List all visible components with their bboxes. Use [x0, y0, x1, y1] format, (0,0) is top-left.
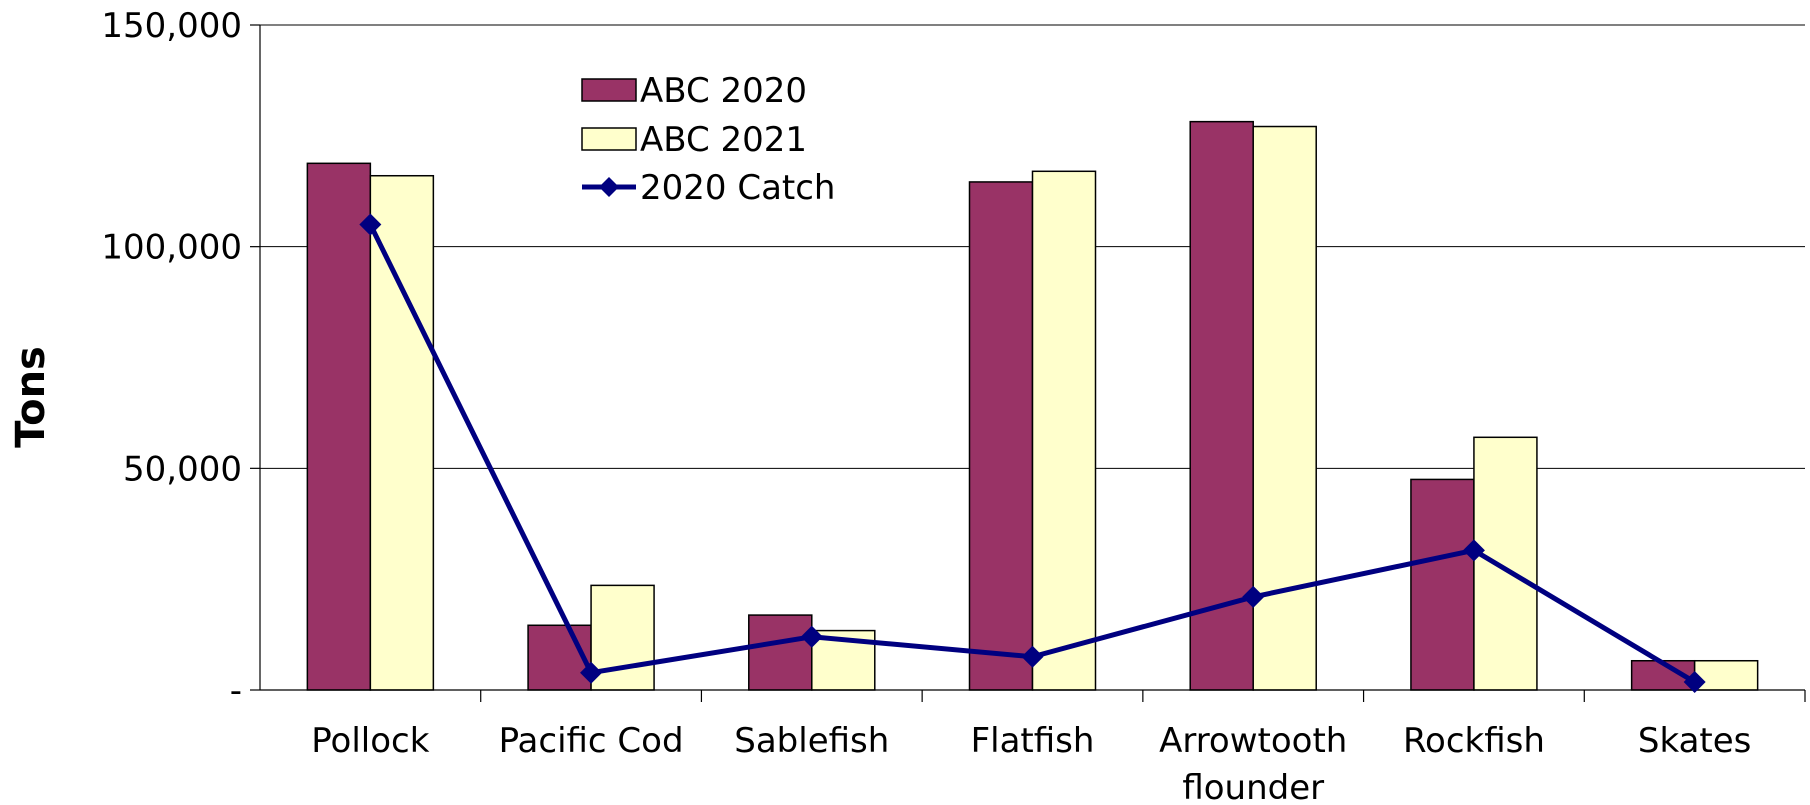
- catch-marker: [1683, 671, 1706, 694]
- x-tick-label-line: Skates: [1638, 721, 1751, 761]
- y-tick-label: 150,000: [101, 6, 242, 46]
- bar-abc-2020: [968, 181, 1034, 691]
- x-tick-labels: Pollock Pacific Cod Sablefish Flatfish Arrow…: [311, 721, 1751, 805]
- legend-label-abc-2020: ABC 2020: [640, 71, 807, 111]
- x-tick-label: Flatfish: [971, 721, 1095, 761]
- x-tick-label-line: Rockfish: [1403, 721, 1545, 761]
- y-axis-title: Tons: [8, 346, 54, 448]
- x-tick-label-line: Arrowtooth: [1159, 721, 1347, 761]
- bar-abc-2021: [1252, 125, 1317, 691]
- x-tick-label: Arrowtooth flounder: [1159, 721, 1347, 805]
- bars: [306, 120, 1759, 691]
- legend-swatch-abc-2021: [581, 127, 637, 151]
- legend: ABC 2020 ABC 2021 2020 Catch: [581, 71, 835, 208]
- bar-abc-2020: [527, 624, 592, 691]
- catch-marker: [1462, 539, 1485, 562]
- catch-marker: [1242, 585, 1265, 608]
- bar-abc-2021: [590, 584, 655, 691]
- x-tick-label-line: flounder: [1182, 768, 1324, 805]
- bar-abc-2020: [306, 162, 372, 691]
- bar-abc-2020: [748, 614, 813, 691]
- bar-abc-2021: [369, 174, 435, 691]
- legend-swatch-abc-2020: [581, 78, 637, 102]
- x-tick-label: Pacific Cod: [499, 721, 684, 761]
- legend-label-abc-2021: ABC 2021: [640, 120, 807, 160]
- x-tick-label: Rockfish: [1403, 721, 1545, 761]
- y-tick-labels: - 50,000 100,000 150,000: [101, 6, 242, 711]
- x-tick-label-line: Flatfish: [971, 721, 1095, 761]
- y-tick-label: 100,000: [101, 228, 242, 268]
- x-tick-label: Sablefish: [734, 721, 889, 761]
- x-tick-label-line: Pacific Cod: [499, 721, 684, 761]
- y-tick-label: 50,000: [123, 449, 242, 489]
- axes: [250, 24, 1806, 702]
- bar-abc-2021: [1473, 436, 1538, 691]
- x-tick-label-line: Sablefish: [734, 721, 889, 761]
- y-tick-label: -: [230, 671, 242, 711]
- catch-marker: [580, 661, 603, 684]
- bar-abc-2020: [1410, 478, 1475, 691]
- catch-marker: [800, 625, 823, 648]
- x-tick-label-line: Pollock: [311, 721, 429, 761]
- catch-marker: [1021, 645, 1044, 668]
- legend-marker-2020-catch: [599, 177, 619, 197]
- bar-abc-2020: [1189, 120, 1254, 691]
- bar-abc-2021: [1031, 170, 1097, 691]
- catch-line-series: [359, 213, 1706, 694]
- x-tick-label: Pollock: [311, 721, 429, 761]
- bar-abc-2021: [1693, 659, 1759, 691]
- x-tick-label: Skates: [1638, 721, 1751, 761]
- catch-marker: [359, 213, 382, 236]
- legend-label-2020-catch: 2020 Catch: [640, 168, 835, 208]
